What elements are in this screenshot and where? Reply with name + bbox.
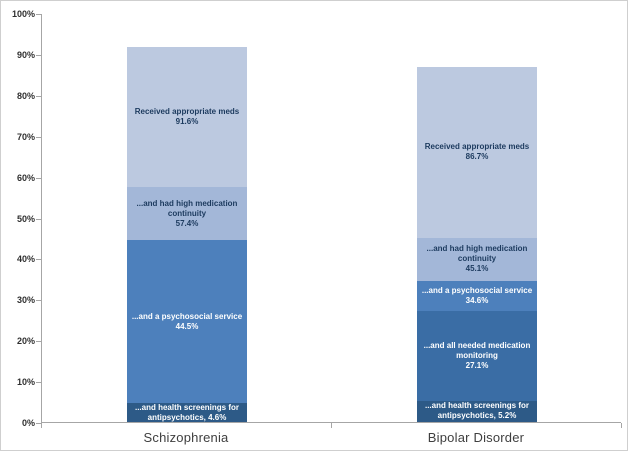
bar-segment-label-line: ...and all needed medication (423, 340, 531, 350)
bar-segment-label-line: monitoring (456, 350, 498, 360)
category-label-bipolar-disorder: Bipolar Disorder (427, 430, 525, 445)
bar-segment-needed-medication-monitoring: ...and all needed medication monitoring 27… (417, 311, 537, 401)
bar-segment-health-screenings-antipsychotics: ...and health screenings for antipsychoti… (417, 400, 537, 422)
bar-segment-label-line: ...and had high medication (426, 244, 528, 254)
bar-segment-received-appropriate-meds: Received appropriate meds 91.6% (127, 47, 247, 188)
y-axis-tick-mark (36, 341, 41, 343)
y-axis-tick-mark (36, 14, 41, 15)
y-axis-tick-label: 70% (16, 131, 35, 142)
bar-segment-label-line: continuity (167, 208, 207, 218)
bar-segment-label-line: ...and had high medication (136, 198, 238, 208)
y-axis-tick-label: 20% (16, 336, 35, 347)
y-axis-tick-mark (36, 382, 41, 384)
y-axis-tick-label: 90% (16, 49, 35, 60)
y-axis-tick-label: 50% (16, 213, 35, 224)
bar-segment-label-line: ...and a psychosocial service (421, 285, 533, 295)
y-axis-tick-mark (36, 95, 41, 97)
bar-segment-health-screenings-antipsychotics: ...and health screenings for antipsychoti… (127, 403, 247, 422)
bar-segment-high-medication-continuity: ...and had high medication continuity 45.1… (417, 237, 537, 281)
bar-segment-label-line: 27.1% (465, 360, 489, 370)
bar-segment-label-line: ...and health screenings for (134, 402, 240, 412)
y-axis-tick-mark (36, 300, 41, 302)
bar-bipolar-disorder: Received appropriate meds 86.7% ...and had… (417, 13, 537, 422)
bar-segment-label-line: 91.6% (175, 117, 199, 127)
bar-segment-label-line: 86.7% (465, 152, 489, 162)
category-label-schizophrenia: Schizophrenia (143, 430, 229, 445)
bar-segment-label-line: ...and a psychosocial service (131, 311, 243, 321)
y-axis-tick-label: 10% (16, 377, 35, 388)
y-axis-tick-mark (36, 218, 41, 220)
y-axis-tick-mark (36, 259, 41, 261)
y-axis-tick-label: 0% (21, 418, 35, 428)
bar-schizophrenia: Received appropriate meds 91.6% ...and had… (127, 13, 247, 422)
y-axis-tick-mark (36, 136, 41, 138)
bar-segment-label-line: ...and health screenings for (424, 401, 530, 411)
bar-segment-psychosocial-service: ...and a psychosocial service 44.5% (127, 240, 247, 404)
y-axis-tick-label: 100% (11, 9, 35, 19)
bar-segment-label-line: 44.5% (175, 321, 199, 331)
plot-area: Received appropriate meds 91.6% ...and had… (41, 14, 621, 423)
x-axis-tick-mark (41, 423, 42, 428)
bar-segment-label-line: 57.4% (175, 218, 199, 228)
bar-segment-label-line: antipsychotics, 4.6% (147, 412, 227, 422)
y-axis-tick-mark (36, 423, 41, 424)
bar-segment-label-line: continuity (457, 254, 497, 264)
bar-segment-high-medication-continuity: ...and had high medication continuity 57.4… (127, 187, 247, 240)
y-axis-tick-label: 30% (16, 295, 35, 306)
bar-segment-label-line: antipsychotics, 5.2% (437, 411, 517, 421)
y-axis-tick-mark (36, 177, 41, 179)
x-axis-tick-mark (621, 423, 622, 428)
x-axis-tick-mark (331, 423, 332, 428)
y-axis-tick-label: 80% (16, 90, 35, 101)
bar-segment-label-line: Received appropriate meds (424, 142, 530, 152)
y-axis-tick-label: 60% (16, 172, 35, 183)
bar-segment-psychosocial-service: ...and a psychosocial service 34.6% (417, 280, 537, 312)
bar-segment-received-appropriate-meds: Received appropriate meds 86.7% (417, 67, 537, 238)
bar-segment-label-line: 45.1% (465, 264, 489, 274)
y-axis-tick-label: 40% (16, 254, 35, 265)
bar-segment-label-line: 34.6% (465, 295, 489, 305)
y-axis-tick-mark (36, 54, 41, 56)
bar-segment-label-line: Received appropriate meds (134, 107, 240, 117)
